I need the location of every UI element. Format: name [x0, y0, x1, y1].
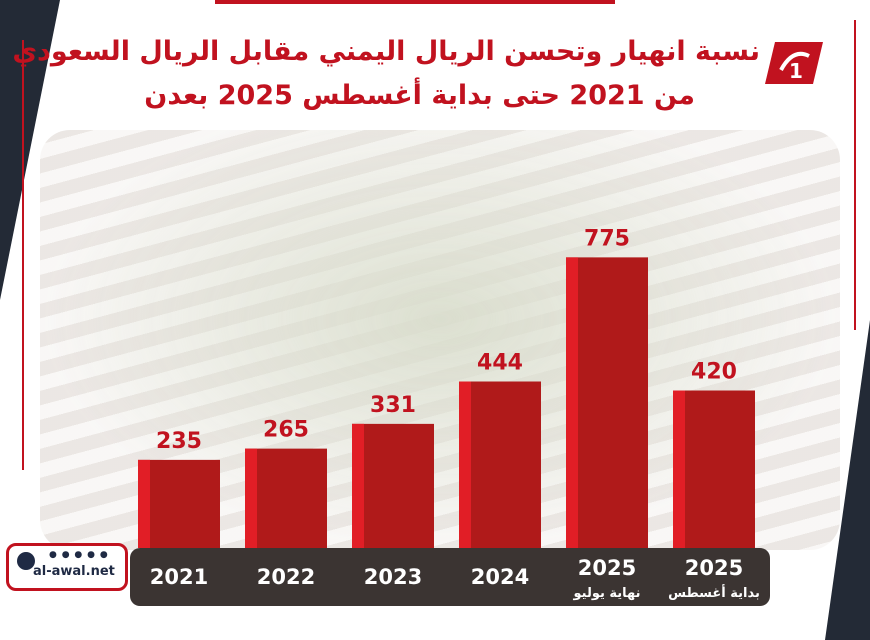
- bar-highlight-1: [245, 448, 257, 548]
- value-label-5: 420: [691, 360, 737, 385]
- site-url: al-awal.net: [33, 564, 115, 579]
- bar-2: [352, 423, 434, 548]
- value-label-1: 265: [263, 418, 309, 443]
- corner-decoration-bottom-right: [825, 320, 870, 640]
- value-label-4: 775: [584, 226, 630, 251]
- site-logo-icon: [17, 552, 35, 570]
- site-badge: ● ● ● ● ● al-awal.net: [6, 543, 128, 591]
- tick-label-4: 2025: [578, 556, 636, 580]
- value-label-3: 444: [477, 351, 523, 376]
- social-icons: ● ● ● ● ●: [49, 550, 109, 560]
- bar-highlight-0: [138, 459, 150, 548]
- right-red-line: [854, 20, 856, 330]
- bar-highlight-3: [459, 381, 471, 548]
- al-awal-logo-icon: 1: [765, 42, 823, 84]
- tick-label-5: 2025: [685, 556, 743, 580]
- bar-highlight-4: [566, 257, 578, 548]
- chart-title-line2: من 2021 حتى بداية أغسطس 2025 بعدن: [144, 80, 695, 111]
- left-red-line: [22, 40, 24, 470]
- bar-5: [673, 390, 755, 548]
- value-label-2: 331: [370, 393, 416, 418]
- tick-label-1: 2022: [257, 565, 315, 589]
- bar-3: [459, 381, 541, 548]
- value-label-0: 235: [156, 429, 202, 454]
- corner-decoration-top-left: [0, 0, 60, 300]
- bar-0: [138, 459, 220, 548]
- bar-1: [245, 448, 327, 548]
- tick-label-2: 2023: [364, 565, 422, 589]
- bar-highlight-5: [673, 390, 685, 548]
- x-axis-band: [130, 548, 770, 606]
- tick-sublabel-5: بداية أغسطس: [668, 584, 760, 601]
- tick-label-3: 2024: [471, 565, 529, 589]
- chart-title-line1: نسبة انهيار وتحسن الريال اليمني مقابل ال…: [12, 36, 760, 67]
- tick-sublabel-4: نهاية يوليو: [572, 586, 640, 601]
- svg-text:1: 1: [789, 59, 803, 83]
- bar-4: [566, 257, 648, 548]
- tick-label-0: 2021: [150, 565, 208, 589]
- top-red-line: [215, 0, 615, 4]
- bar-highlight-2: [352, 423, 364, 548]
